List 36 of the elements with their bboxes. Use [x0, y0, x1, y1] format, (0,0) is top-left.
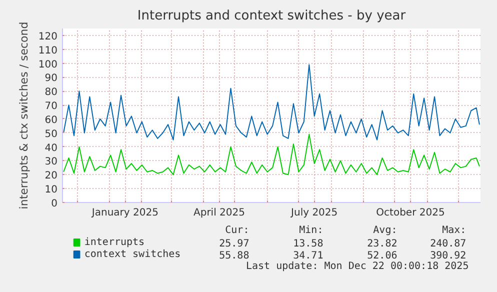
x-tick-label: April 2025	[194, 208, 245, 218]
y-tick-label: 90	[44, 73, 58, 84]
text: Min:	[299, 225, 324, 236]
text: 55.88	[219, 250, 250, 262]
text: Last update: Mon Dec 22 00:00:18 2025	[246, 261, 469, 272]
x-tick-label: January 2025	[90, 208, 158, 218]
y-axis-title: interrupts & ctx switches / second	[17, 22, 30, 210]
x-tick-label: October 2025	[376, 208, 445, 218]
legend-label: context switches	[84, 249, 181, 260]
y-tick-label: 0	[51, 198, 58, 210]
text: Max:	[442, 225, 466, 236]
y-tick-label: 70	[44, 101, 58, 112]
line-series	[63, 64, 480, 140]
y-tick-label: 100	[38, 59, 58, 70]
text: Avg:	[373, 225, 398, 236]
y-tick-label: 30	[44, 156, 58, 168]
x-tick-label: July 2025	[290, 208, 338, 218]
legend-label: interrupts	[84, 237, 145, 248]
text: 25.97	[219, 238, 250, 250]
y-tick-label: 60	[44, 114, 58, 126]
y-tick-label: 40	[44, 142, 58, 154]
text: 240.87	[430, 238, 466, 250]
chart-title: Interrupts and context switches - by year	[137, 8, 406, 24]
text: 13.58	[293, 238, 324, 250]
line-series	[63, 134, 480, 176]
y-tick-label: 20	[44, 170, 58, 182]
y-tick-label: 80	[44, 87, 58, 98]
y-tick-label: 120	[38, 31, 58, 42]
text: Cur:	[225, 225, 250, 236]
y-tick-label: 10	[44, 184, 58, 196]
text: 34.71	[293, 250, 324, 262]
text: 390.92	[430, 250, 466, 262]
text: 23.82	[367, 238, 398, 250]
text: 52.06	[367, 250, 398, 262]
y-tick-label: 110	[38, 45, 58, 56]
y-tick-label: 50	[44, 128, 58, 140]
